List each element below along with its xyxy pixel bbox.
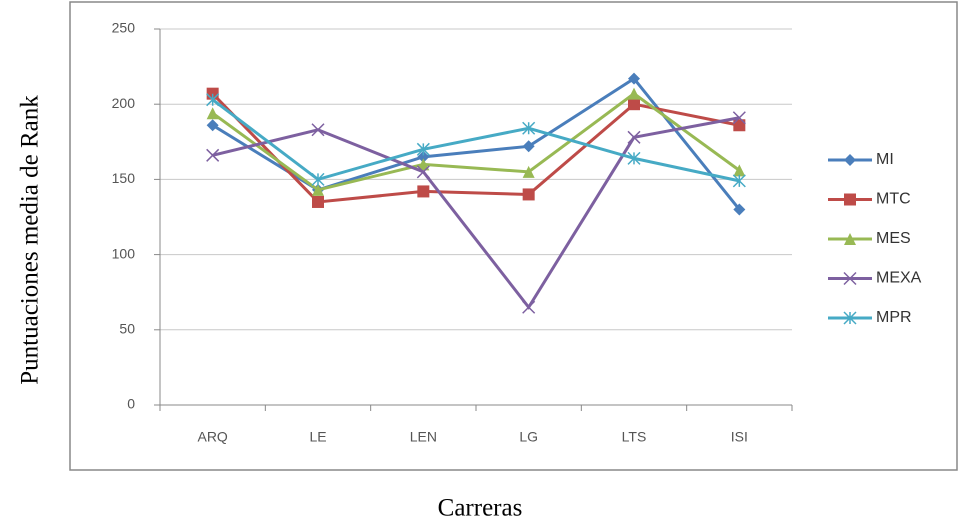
marker <box>843 271 857 286</box>
marker <box>416 142 430 156</box>
marker <box>417 150 430 163</box>
y-tick-label: 150 <box>112 170 136 186</box>
marker <box>733 203 746 216</box>
marker <box>206 148 220 162</box>
marker <box>522 300 536 314</box>
chart-frame <box>69 1 958 471</box>
marker <box>311 123 325 137</box>
x-tick-label: ISI <box>731 429 748 445</box>
marker <box>627 130 641 144</box>
y-tick-label: 250 <box>112 20 136 36</box>
marker <box>311 172 325 186</box>
marker <box>206 107 219 120</box>
marker <box>843 311 857 325</box>
legend-label: MEXA <box>876 270 922 287</box>
marker <box>628 87 640 100</box>
series-line <box>212 116 740 310</box>
legend-label: MES <box>876 230 911 247</box>
legend-label: MI <box>876 151 894 168</box>
x-tick-label: LEN <box>410 429 437 445</box>
marker <box>312 195 324 208</box>
marker <box>844 154 856 166</box>
marker <box>522 188 535 201</box>
marker <box>522 121 536 135</box>
x-axis-title: Carreras <box>438 495 523 522</box>
marker <box>417 158 430 171</box>
marker <box>416 165 430 179</box>
marker <box>732 174 746 188</box>
y-tick-label: 200 <box>112 95 136 111</box>
x-tick-label: LE <box>309 429 326 445</box>
legend-label: MPR <box>876 309 912 326</box>
marker <box>206 119 219 132</box>
marker <box>312 183 324 196</box>
marker <box>628 72 640 85</box>
marker <box>844 233 856 245</box>
series-line <box>211 98 740 183</box>
y-tick-label: 0 <box>127 396 135 412</box>
y-tick-label: 100 <box>112 245 136 261</box>
x-tick-label: ARQ <box>197 429 227 445</box>
marker <box>844 193 856 206</box>
y-axis-title: Puntuaciones media de Rank <box>17 95 44 385</box>
y-tick-label: 50 <box>119 321 135 337</box>
marker <box>628 98 640 111</box>
legend-label: MTC <box>876 191 911 208</box>
marker <box>733 119 746 132</box>
x-tick-label: LTS <box>622 429 647 445</box>
marker <box>732 111 746 125</box>
x-tick-label: LG <box>519 429 538 445</box>
marker <box>522 140 535 153</box>
marker <box>733 164 746 177</box>
marker <box>522 165 535 178</box>
series-line <box>211 76 741 211</box>
series-line <box>211 91 741 192</box>
marker <box>206 93 220 107</box>
marker <box>627 151 641 165</box>
marker <box>417 185 430 198</box>
